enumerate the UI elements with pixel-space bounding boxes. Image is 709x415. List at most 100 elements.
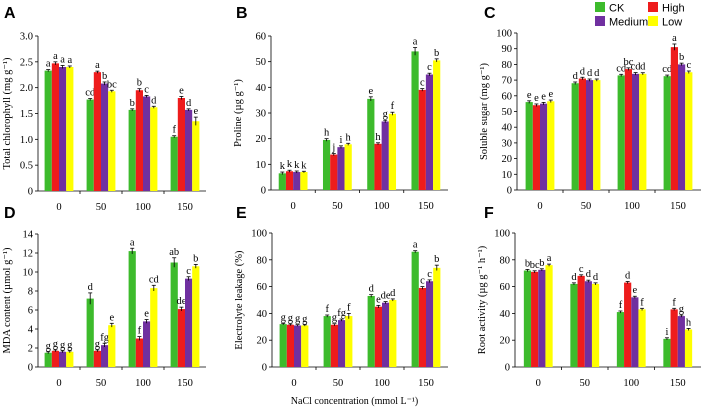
bar-ck (570, 283, 578, 367)
significance-label: h (346, 132, 352, 143)
bar-medium (143, 321, 151, 367)
significance-label: b (137, 78, 142, 89)
bar-high (531, 271, 539, 367)
x-tick-label: 0 (56, 378, 61, 389)
y-tick-label: 90 (502, 44, 513, 55)
significance-label: h (324, 128, 330, 139)
bar-medium (59, 67, 67, 191)
bar-medium (538, 269, 546, 367)
significance-label: f (138, 326, 142, 337)
significance-label: g (67, 340, 73, 351)
x-tick-label: 0 (536, 378, 541, 389)
bar-medium (337, 147, 345, 190)
significance-label: e (534, 93, 539, 104)
bar-ck (525, 102, 533, 190)
bar-ck (278, 173, 286, 190)
bar-ck (367, 98, 375, 190)
bar-ck (323, 316, 331, 367)
y-tick-label: 80 (502, 60, 513, 71)
y-tick-label: 0 (507, 186, 512, 197)
significance-label: bc (530, 260, 540, 271)
y-tick-label: 8 (28, 287, 33, 298)
y-tick-label: 1.0 (20, 135, 33, 146)
y-tick-label: 100 (496, 29, 512, 40)
significance-label: d (573, 71, 579, 82)
significance-label: i (340, 135, 343, 146)
x-tick-label: 50 (332, 201, 343, 212)
significance-label: ab (169, 247, 179, 258)
significance-label: g (53, 339, 59, 350)
significance-label: d (186, 98, 192, 109)
significance-label: a (60, 54, 65, 65)
y-tick-label: 100 (251, 229, 267, 240)
significance-label: b (434, 48, 439, 59)
panel-a: A 0 0.5 1.0 1.5 2.0 2.5 3.0 Total chlorophyll (m… (2, 5, 206, 213)
bar-high (418, 89, 426, 190)
x-tick-label: 100 (624, 201, 640, 212)
significance-label: de (381, 291, 391, 302)
x-tick-label: 150 (670, 201, 686, 212)
y-tick-label: 10 (502, 170, 513, 181)
significance-label: e (144, 309, 149, 320)
significance-label: g (60, 340, 66, 351)
bar-low (547, 101, 555, 190)
bar-low (108, 91, 116, 191)
bar-high (624, 69, 632, 190)
significance-label: e (633, 285, 638, 296)
significance-label: e (193, 106, 198, 117)
bar-high (51, 63, 59, 192)
x-tick-label: 100 (135, 378, 151, 389)
bar-high (624, 282, 632, 367)
significance-label: f (172, 125, 176, 136)
bar-high (330, 324, 338, 367)
y-tick-label: 0.5 (20, 161, 33, 172)
bar-medium (293, 172, 301, 190)
significance-label: cd (662, 64, 673, 75)
x-tick-label: 100 (374, 201, 390, 212)
significance-label: b (434, 254, 439, 265)
significance-label: f (391, 101, 395, 112)
y-tick-label: 0 (262, 363, 267, 374)
y-axis-label: Proline (µg g⁻¹) (233, 79, 244, 147)
bar-high (135, 338, 143, 367)
bar-low (301, 325, 309, 367)
panel-letter: D (4, 205, 16, 222)
significance-label: k (280, 161, 286, 172)
y-tick-label: 10 (23, 268, 34, 279)
bar-ck (128, 251, 136, 367)
bar-low (344, 144, 352, 190)
panel-letter: F (484, 205, 494, 222)
bar-low (433, 60, 441, 191)
bar-low (66, 67, 74, 191)
y-tick-label: 40 (257, 309, 268, 320)
significance-label: c (144, 84, 149, 95)
y-tick-label: 60 (257, 282, 268, 293)
y-tick-label: 70 (502, 76, 513, 87)
significance-label: c (579, 264, 584, 275)
y-tick-label: 40 (502, 123, 513, 134)
significance-label: c (427, 269, 432, 280)
panel-f: F 0 20 40 60 80 100 Root activity (µg g⁻¹ h⁻¹) 0… (477, 205, 701, 389)
y-tick-label: 50 (256, 57, 267, 68)
bar-ck (663, 338, 671, 367)
significance-label: g (383, 109, 389, 120)
bar-medium (143, 96, 151, 191)
significance-label: g (46, 341, 52, 352)
x-tick-label: 50 (96, 378, 107, 389)
bar-medium (584, 281, 592, 367)
bar-low (150, 288, 158, 367)
significance-label: d (369, 284, 375, 295)
bar-high (51, 350, 59, 367)
x-tick-label: 150 (177, 378, 193, 389)
bar-high (177, 309, 185, 367)
bar-high (330, 154, 338, 190)
bar-medium (101, 83, 109, 191)
significance-label: g (332, 313, 338, 324)
significance-label: a (95, 60, 100, 71)
bar-high (374, 143, 382, 190)
significance-label: f (672, 297, 676, 308)
y-tick-label: 6 (28, 306, 33, 317)
significance-label: g (95, 339, 101, 350)
